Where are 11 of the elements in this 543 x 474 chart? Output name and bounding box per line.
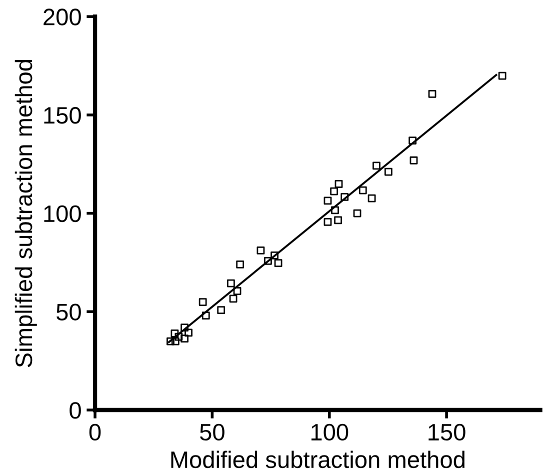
x-tick-label: 100	[311, 424, 348, 441]
y-tick-label: 50	[56, 304, 81, 320]
y-tick-label: 100	[44, 205, 81, 222]
x-tick-label: 50	[200, 424, 224, 441]
y-tick-label: 0	[70, 402, 81, 419]
y-axis-title: Simplified subtraction method	[14, 60, 37, 368]
x-tick-label: 0	[89, 424, 101, 441]
x-axis-title: Modified subtraction method	[171, 450, 464, 468]
x-tick-label: 150	[428, 424, 466, 441]
y-tick-label: 150	[44, 107, 81, 124]
y-tick-label: 200	[44, 8, 81, 26]
